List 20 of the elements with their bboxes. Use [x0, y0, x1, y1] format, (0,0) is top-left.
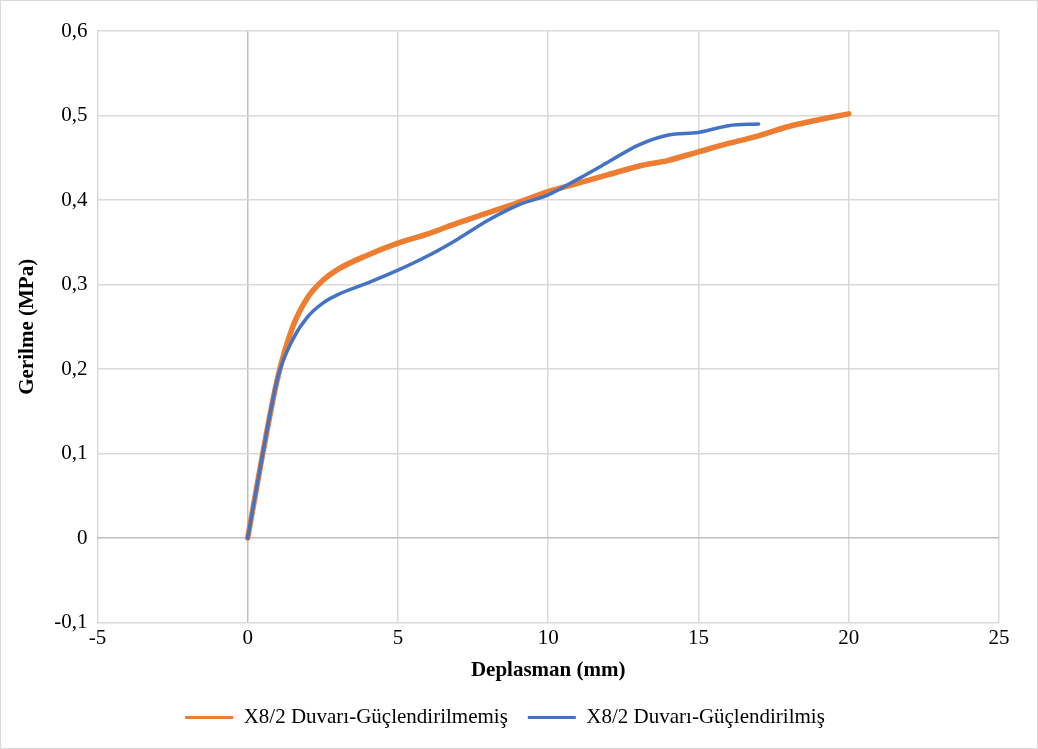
- x-tick-label: 10: [537, 624, 559, 649]
- y-axis-title: Gerilme (MPa): [14, 258, 39, 395]
- x-tick-label: 15: [687, 624, 709, 649]
- line-series: [245, 122, 761, 540]
- x-tick-label: 20: [838, 624, 860, 649]
- y-tick-label: 0,4: [61, 186, 88, 211]
- y-tick-label: 0,5: [61, 102, 88, 127]
- y-tick-label: 0,2: [61, 355, 88, 380]
- y-tick-label: -0,1: [54, 609, 88, 634]
- y-tick-label: 0,3: [61, 271, 88, 296]
- x-tick-label: -5: [88, 624, 107, 649]
- legend-label: X8/2 Duvarı-Güçlendirilmemiş: [243, 704, 508, 729]
- x-tick-label: 5: [392, 624, 404, 649]
- legend-label: X8/2 Duvarı-Güçlendirilmiş: [586, 704, 825, 729]
- y-tick-label: 0,6: [61, 17, 88, 42]
- y-tick-label: 0: [76, 524, 88, 549]
- y-tick-label: 0,1: [61, 440, 88, 465]
- x-tick-label: 25: [988, 624, 1010, 649]
- x-axis-title: Deplasman (mm): [470, 656, 626, 681]
- x-tick-label: 0: [242, 624, 253, 649]
